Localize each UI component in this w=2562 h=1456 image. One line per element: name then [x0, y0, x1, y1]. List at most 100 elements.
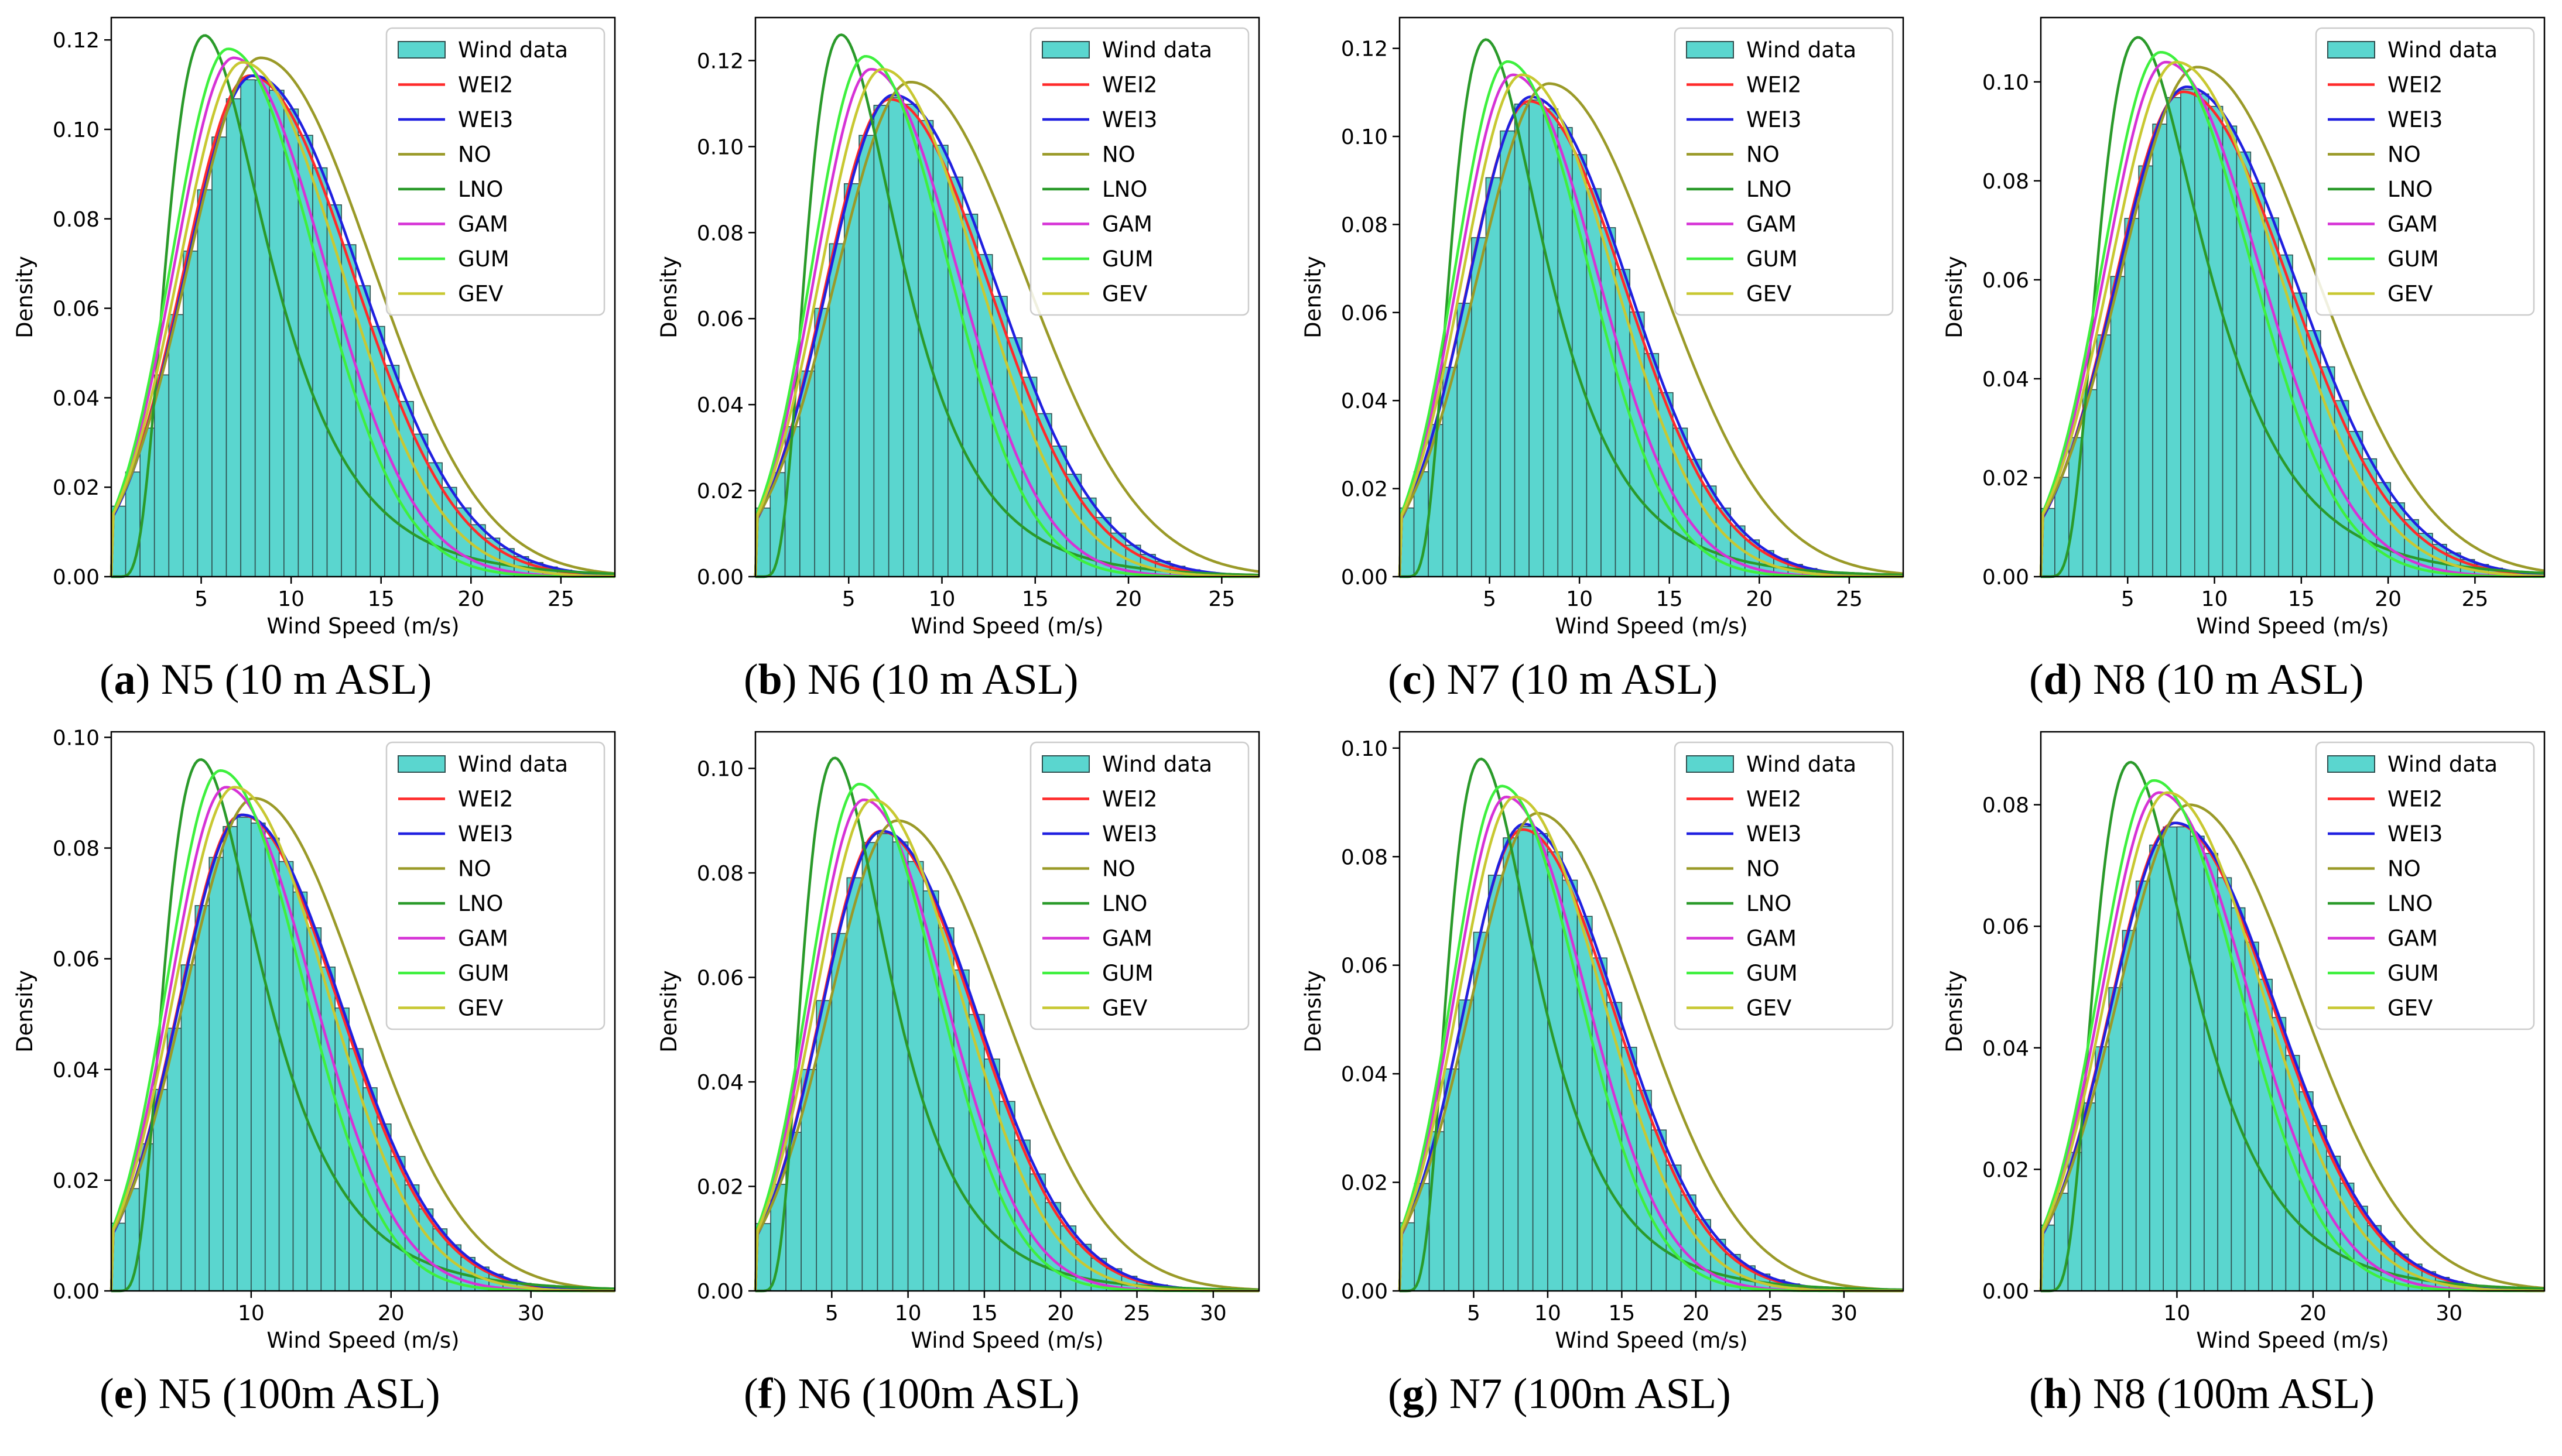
curve-gev	[2039, 791, 2544, 1292]
x-tick-label: 25	[548, 587, 574, 611]
y-tick-label: 0.10	[1341, 125, 1388, 149]
legend-label: GAM	[2387, 212, 2438, 237]
curve-gum	[2039, 50, 2544, 578]
histogram-bar	[1600, 227, 1616, 577]
chart-panel-c: 0.00 0.02 0.04 0.06 0.08 0.10 0.12 5 10 15 20 25 Win…	[1301, 16, 1904, 704]
legend-label: NO	[2387, 142, 2421, 167]
y-tick-label: 0.06	[1982, 269, 2029, 293]
caption-paren: (	[2029, 1370, 2044, 1418]
chart-panel-g: 0.00 0.02 0.04 0.06 0.08 0.10 5 10 15 20 25 30 Wind …	[1301, 731, 1904, 1418]
y-tick-label: 0.02	[53, 476, 100, 500]
chart-panel-h: 0.00 0.02 0.04 0.06 0.08 10 20 30 Wind Speed (m/…	[1942, 731, 2546, 1418]
histogram-bar	[1487, 875, 1504, 1291]
plot-frame	[754, 731, 1260, 1292]
caption-letter: e	[114, 1370, 134, 1418]
legend-label: WEI3	[2387, 107, 2443, 132]
legend-label: Wind data	[1102, 37, 1212, 63]
y-tick-label: 0.04	[53, 1058, 100, 1082]
histogram-bar	[208, 857, 224, 1291]
legend-label: WEI2	[1746, 787, 1801, 812]
histogram-bar	[1532, 833, 1548, 1291]
histogram-bar	[2339, 1183, 2355, 1291]
histogram-bar	[153, 374, 170, 577]
legend-swatch-wind-data	[1686, 41, 1734, 59]
legend-label: LNO	[1746, 891, 1791, 916]
legend-label: Wind data	[458, 752, 568, 777]
histogram-bar	[2054, 477, 2070, 577]
curve-gev	[754, 798, 1260, 1293]
histogram-bar	[843, 183, 860, 577]
y-tick-label: 0.02	[697, 479, 744, 503]
y-axis-label: Density	[656, 256, 682, 338]
y-tick-label: 0.04	[53, 386, 100, 410]
histogram-bar	[1542, 108, 1559, 577]
plot-frame	[2040, 731, 2546, 1292]
histogram-bar	[2362, 458, 2378, 577]
y-tick-label: 0.12	[53, 29, 100, 53]
histogram-bar	[211, 136, 227, 577]
legend-label: NO	[1102, 857, 1135, 882]
legend-label: LNO	[2387, 177, 2433, 202]
x-axis-label: Wind Speed (m/s)	[911, 1328, 1103, 1353]
chart-panel-e: 0.00 0.02 0.04 0.06 0.08 0.10 10 20 30 Wind Speed…	[12, 726, 616, 1418]
histogram-bar	[877, 833, 894, 1291]
x-axis-label: Wind Speed (m/s)	[2196, 1328, 2389, 1353]
x-tick-label: 5	[1483, 587, 1496, 611]
y-tick-label: 0.08	[53, 837, 100, 861]
histogram-bar	[168, 314, 184, 577]
histogram-bar	[2110, 276, 2126, 577]
x-axis-label: Wind Speed (m/s)	[266, 614, 459, 639]
caption-paren: (	[744, 656, 758, 704]
x-axis-label: Wind Speed (m/s)	[1555, 1328, 1747, 1353]
y-tick-label: 0.04	[697, 393, 744, 417]
histogram-bar	[1562, 879, 1578, 1291]
y-tick-label: 0.00	[697, 566, 744, 590]
x-tick-label: 10	[1534, 1301, 1561, 1325]
y-tick-label: 0.10	[1982, 71, 2029, 95]
legend-label: NO	[458, 857, 491, 882]
y-axis-label: Density	[656, 970, 682, 1053]
x-tick-label: 20	[378, 1301, 405, 1325]
x-axis-label: Wind Speed (m/s)	[266, 1328, 459, 1353]
histogram-bar	[858, 135, 875, 577]
legend-label: GAM	[458, 212, 508, 237]
histogram-bar	[1456, 303, 1472, 577]
plot-frame	[754, 16, 1260, 578]
y-tick-label: 0.10	[1341, 737, 1388, 761]
histogram-bar	[2208, 105, 2224, 577]
legend-label: GUM	[458, 961, 509, 986]
legend-box	[385, 741, 606, 1030]
x-tick-label: 10	[929, 587, 956, 611]
y-tick-label: 0.02	[1341, 1171, 1388, 1195]
legend-label: GUM	[1746, 961, 1798, 986]
legend-box	[1674, 741, 1894, 1030]
legend-label: LNO	[1746, 177, 1791, 202]
panel-caption: (b) N6 (10 m ASL)	[744, 656, 1078, 704]
histogram-bar	[2149, 844, 2164, 1291]
curve-no	[1398, 82, 1904, 577]
y-tick-label: 0.02	[1341, 478, 1388, 502]
histogram-bar	[269, 90, 285, 577]
legend-label: Wind data	[2387, 752, 2498, 777]
y-tick-label: 0.06	[1982, 915, 2029, 939]
histogram-bar	[1715, 508, 1731, 577]
curve-gev	[1398, 796, 1903, 1293]
y-tick-label: 0.04	[1341, 389, 1388, 413]
plot-frame	[110, 731, 616, 1292]
y-tick-label: 0.00	[1982, 566, 2029, 590]
y-tick-label: 0.06	[697, 307, 744, 331]
legend-label: Wind data	[1746, 752, 1856, 777]
caption-text: ) N6 (10 m ASL)	[782, 656, 1079, 704]
chart-panel-f: 0.00 0.02 0.04 0.06 0.08 0.10 5 10 15 20 25 30 Wind …	[656, 731, 1260, 1418]
curve-lno	[755, 756, 1260, 1293]
chart-panel-d: 0.00 0.02 0.04 0.06 0.08 0.10 5 10 15 20 25 Wind Sp…	[1942, 16, 2546, 704]
y-tick-label: 0.08	[1982, 794, 2029, 818]
histogram-bar	[2176, 826, 2191, 1291]
y-tick-label: 0.10	[53, 118, 100, 142]
legend-swatch-wind-data	[1686, 755, 1734, 773]
histogram-bar	[139, 427, 155, 577]
legend-label: NO	[2387, 857, 2421, 882]
legend-label: NO	[1746, 857, 1780, 882]
histogram-bar	[1503, 837, 1519, 1291]
